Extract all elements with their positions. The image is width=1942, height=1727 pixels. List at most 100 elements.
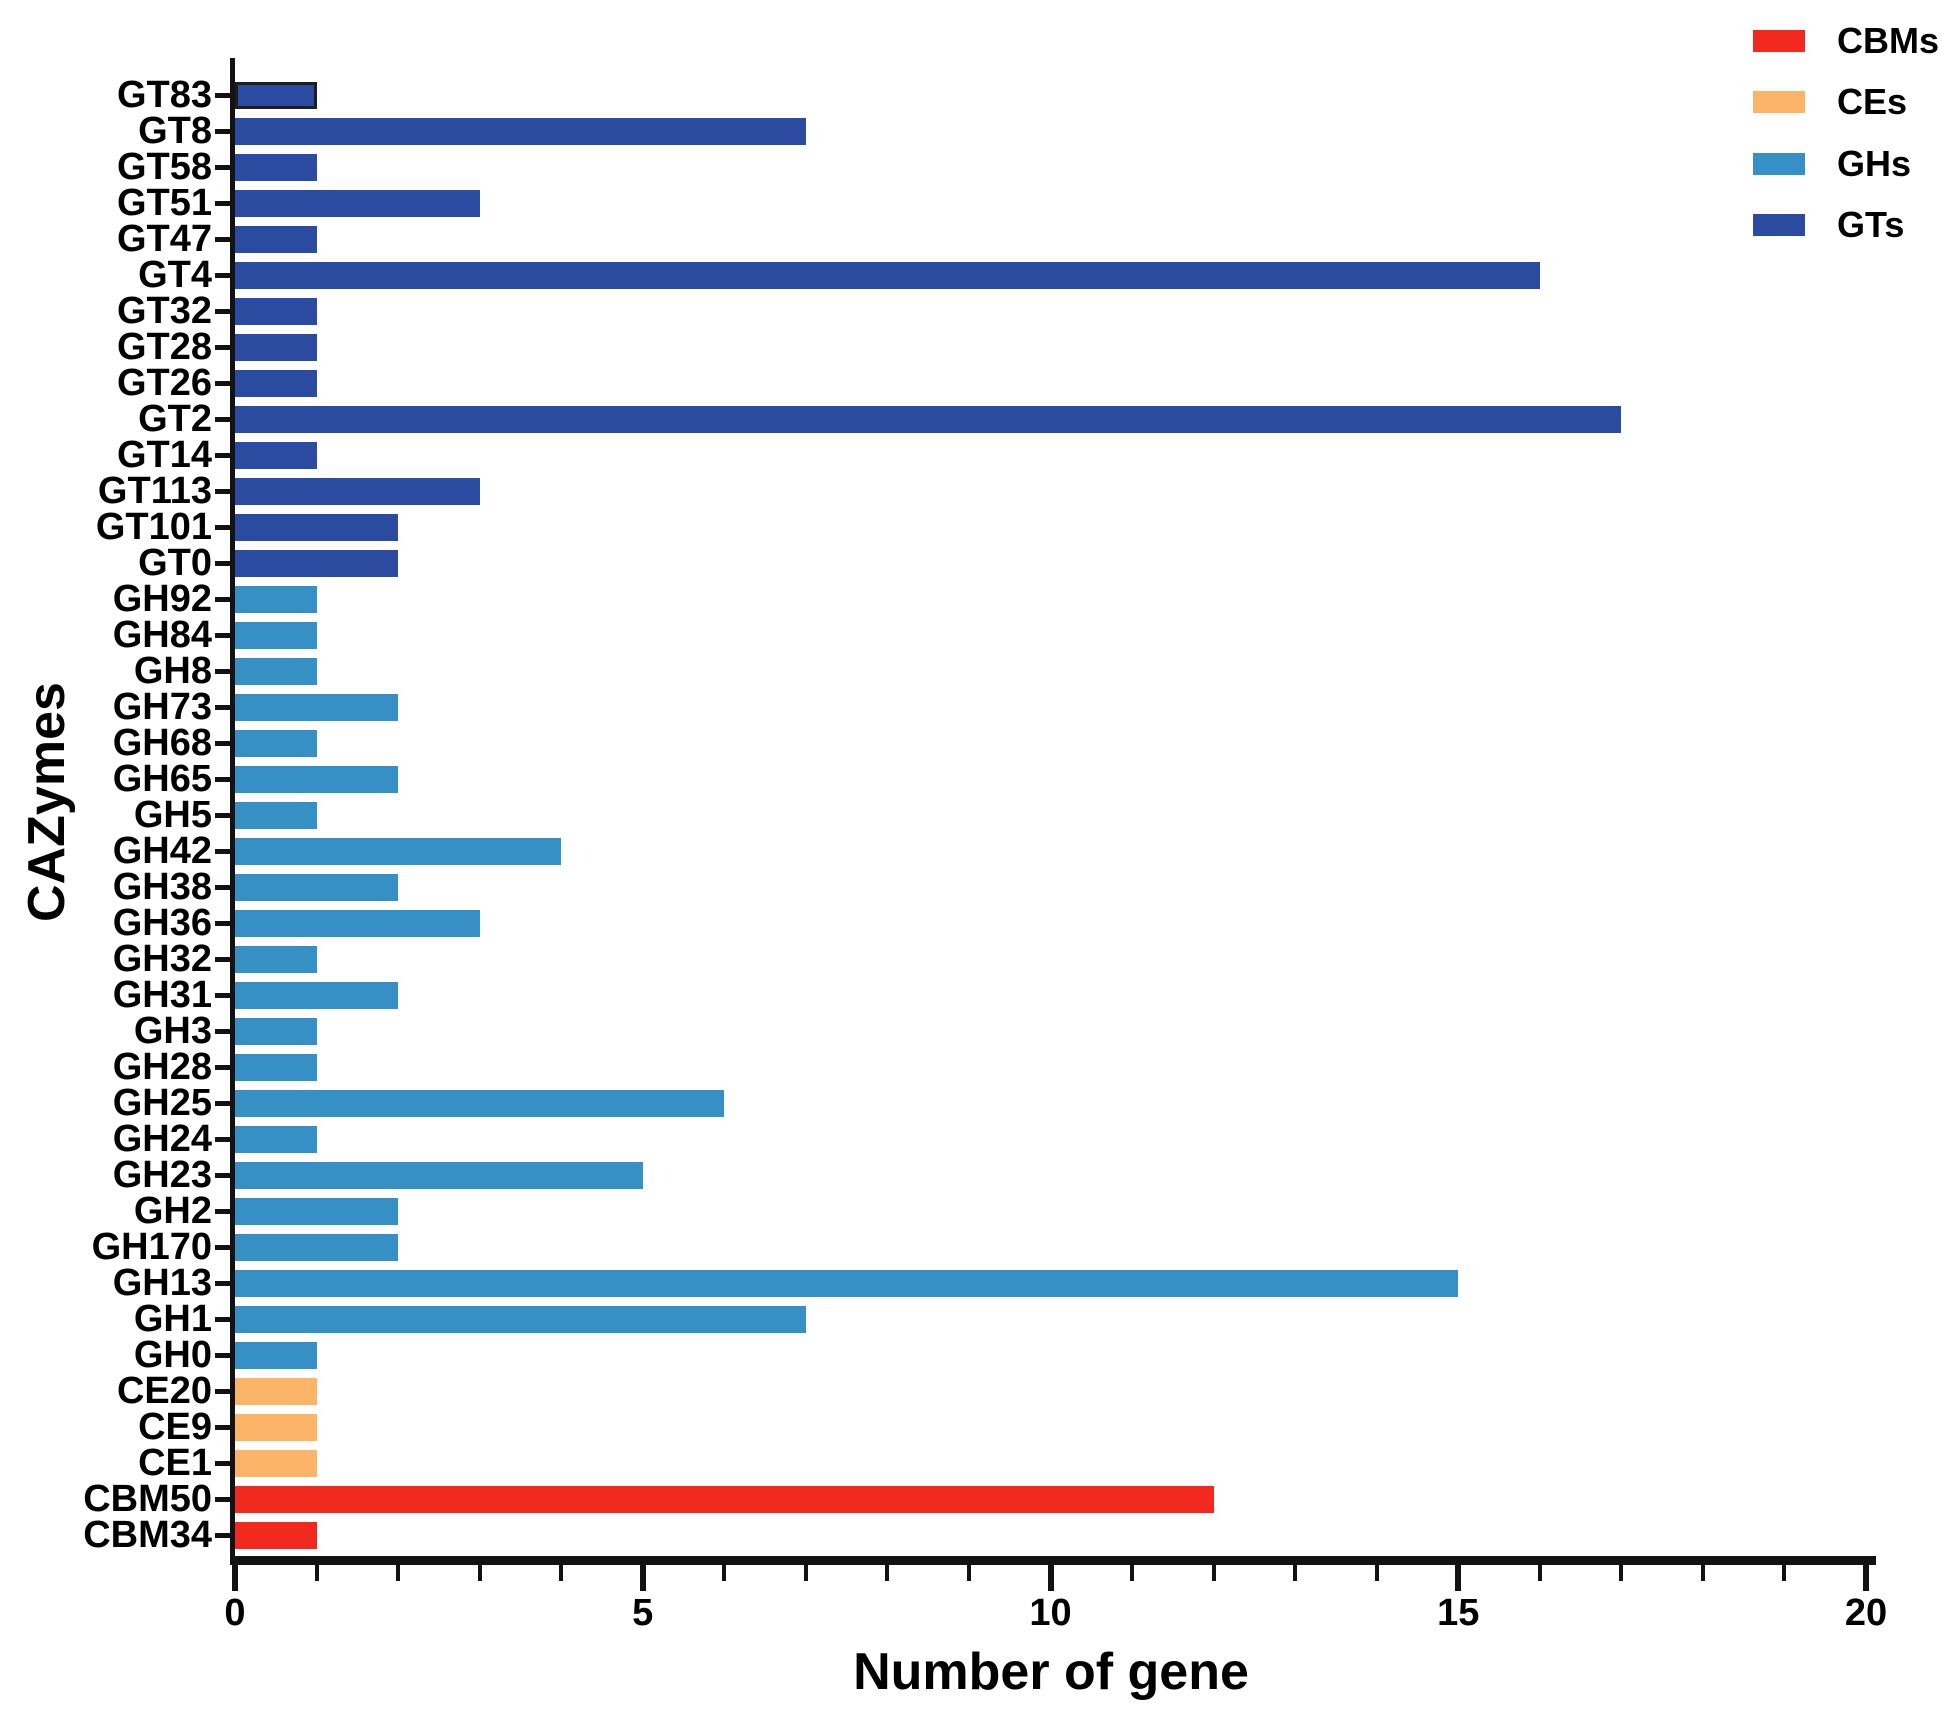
y-tick-label-GT47: GT47 (116, 218, 212, 260)
y-tick-label-GT14: GT14 (116, 434, 212, 476)
x-tick-13 (1293, 1565, 1298, 1581)
y-tick-label-GH2: GH2 (133, 1190, 212, 1232)
x-tick-17 (1619, 1565, 1624, 1581)
x-tick-7 (803, 1565, 808, 1581)
x-tick-label-0: 0 (224, 1592, 246, 1634)
bar-CBM50 (235, 1485, 1214, 1513)
bar-GH23 (235, 1161, 643, 1189)
bar-GH84 (235, 621, 317, 649)
y-tick-label-GT2: GT2 (138, 398, 212, 440)
bar-GT58 (235, 153, 317, 181)
y-tick-label-GT83: GT83 (116, 74, 212, 116)
bar-GH5 (235, 801, 317, 829)
y-tick-label-GH23: GH23 (112, 1154, 212, 1196)
bar-GH24 (235, 1125, 317, 1153)
y-tick-label-GT32: GT32 (116, 290, 212, 332)
y-tick-CBM34 (215, 1532, 230, 1538)
x-tick-label-15: 15 (1437, 1592, 1480, 1634)
x-tick-8 (885, 1565, 890, 1581)
legend-label-GTs: GTs (1837, 204, 1905, 246)
y-tick-label-GH38: GH38 (112, 866, 212, 908)
y-tick-label-GH24: GH24 (112, 1118, 212, 1160)
y-tick-GH65 (215, 776, 230, 782)
bar-GH65 (235, 765, 398, 793)
y-tick-GH32 (215, 956, 230, 962)
bar-GT4 (235, 261, 1540, 289)
bar-GH42 (235, 837, 561, 865)
bar-GH8 (235, 657, 317, 685)
y-tick-label-GH28: GH28 (112, 1046, 212, 1088)
bar-GT26 (235, 369, 317, 397)
bar-GT113 (235, 477, 480, 505)
legend-label-GHs: GHs (1837, 142, 1912, 184)
x-tick-18 (1700, 1565, 1705, 1581)
x-tick-6 (722, 1565, 727, 1581)
y-tick-label-GH25: GH25 (112, 1082, 212, 1124)
y-tick-GT8 (215, 128, 230, 134)
y-tick-label-GH32: GH32 (112, 938, 212, 980)
y-tick-GT83 (215, 92, 230, 98)
y-tick-CE1 (215, 1460, 230, 1466)
y-tick-label-GH36: GH36 (112, 902, 212, 944)
y-tick-label-GT58: GT58 (116, 146, 212, 188)
bar-GH0 (235, 1341, 317, 1369)
bar-GH170 (235, 1233, 398, 1261)
y-tick-GH2 (215, 1208, 230, 1214)
legend-swatch-CEs (1753, 91, 1805, 114)
legend-item-CEs: CEs (1753, 72, 1939, 134)
y-tick-label-GH3: GH3 (133, 1010, 212, 1052)
bar-GT8 (235, 117, 806, 145)
y-tick-GT101 (215, 524, 230, 530)
y-tick-GH1 (215, 1316, 230, 1322)
x-tick-14 (1374, 1565, 1379, 1581)
y-tick-label-CBM50: CBM50 (83, 1478, 212, 1520)
x-tick-label-5: 5 (632, 1592, 654, 1634)
x-tick-label-20: 20 (1844, 1592, 1888, 1634)
y-tick-GH36 (215, 920, 230, 926)
y-tick-GH23 (215, 1172, 230, 1178)
x-tick-15 (1455, 1565, 1462, 1591)
y-axis-line (230, 58, 235, 1565)
y-tick-label-CE1: CE1 (138, 1442, 212, 1484)
y-tick-GH5 (215, 812, 230, 818)
y-tick-GH8 (215, 668, 230, 674)
legend-item-GTs: GTs (1753, 195, 1939, 257)
bar-CE9 (235, 1413, 317, 1441)
legend-swatch-GTs (1753, 214, 1805, 237)
legend-item-CBMs: CBMs (1753, 10, 1939, 72)
x-tick-1 (314, 1565, 319, 1581)
x-tick-3 (477, 1565, 482, 1581)
y-tick-label-GT4: GT4 (138, 254, 212, 296)
bar-GH1 (235, 1305, 806, 1333)
x-axis-line (230, 1556, 1876, 1565)
bar-GT32 (235, 297, 317, 325)
y-tick-GT28 (215, 344, 230, 350)
bar-GH36 (235, 909, 480, 937)
y-tick-CBM50 (215, 1496, 230, 1502)
y-tick-label-CE9: CE9 (138, 1406, 212, 1448)
y-tick-GT4 (215, 272, 230, 278)
y-tick-GT2 (215, 416, 230, 422)
y-tick-GT0 (215, 560, 230, 566)
y-tick-GT47 (215, 236, 230, 242)
y-tick-label-GH92: GH92 (112, 578, 212, 620)
y-tick-CE20 (215, 1388, 230, 1394)
x-tick-20 (1863, 1565, 1869, 1591)
bar-GT51 (235, 189, 480, 217)
y-tick-label-GH84: GH84 (112, 614, 212, 656)
y-tick-label-GT26: GT26 (116, 362, 212, 404)
y-tick-GH28 (215, 1064, 230, 1070)
bar-GH13 (235, 1269, 1458, 1297)
y-tick-GT32 (215, 308, 230, 314)
y-tick-GH25 (215, 1100, 230, 1106)
bar-GT47 (235, 225, 317, 253)
x-tick-16 (1537, 1565, 1542, 1581)
y-tick-label-GH0: GH0 (133, 1334, 212, 1376)
x-tick-11 (1130, 1565, 1135, 1581)
y-tick-GT113 (215, 488, 230, 494)
y-tick-GT58 (215, 164, 230, 170)
y-tick-GT26 (215, 380, 230, 386)
y-tick-label-GT0: GT0 (138, 542, 212, 584)
y-tick-label-GH170: GH170 (91, 1226, 212, 1268)
